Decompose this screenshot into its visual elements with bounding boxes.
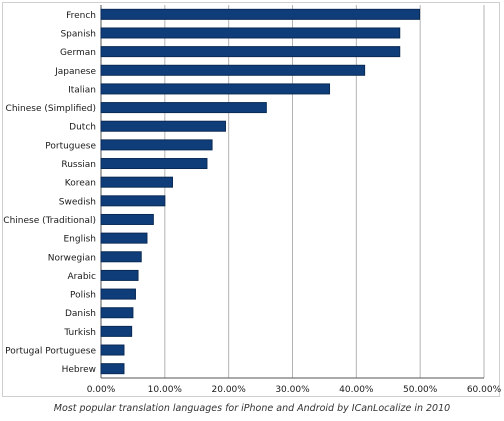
bar [100,176,173,188]
bar [100,288,136,300]
category-label: Polish [70,291,96,301]
category-label: Hebrew [62,365,96,375]
bar [100,344,125,356]
category-label: English [64,235,97,245]
category-label: Swedish [59,197,96,207]
bar [100,158,208,170]
bar [100,232,148,244]
bar [100,139,213,151]
category-label: Portugal Portuguese [5,347,96,357]
bar [100,8,421,20]
category-label: Portuguese [45,141,96,151]
category-label: Italian [68,85,96,95]
bar [100,195,166,207]
category-label: French [66,11,96,21]
bar-chart: 0.00% 10.00% 20.00% 30.00% 40.00% 50.00% 60.00… [3,5,502,395]
bar [100,307,134,319]
x-tick-label: 30.00% [275,385,310,395]
category-label: Arabic [67,272,96,282]
category-label: Danish [65,309,96,319]
bar [100,46,401,58]
bar [100,102,267,114]
bar [100,120,226,132]
category-label: Japanese [54,67,96,77]
chart-caption: Most popular translation languages for i… [53,403,451,414]
category-label: Turkish [63,328,96,338]
category-label: Chinese (Traditional) [3,216,96,226]
x-tick-label: 40.00% [339,385,374,395]
bar [100,83,331,95]
category-label: Dutch [69,123,96,133]
category-label: Norwegian [48,253,96,263]
x-tick-label: 50.00% [403,385,438,395]
category-label: Russian [61,160,96,170]
category-label: Spanish [60,29,96,39]
bar [100,27,401,39]
x-tick-label: 0.00% [87,385,116,395]
category-label: Korean [65,179,96,189]
bar [100,213,154,225]
bar [100,251,142,263]
bar [100,64,366,76]
x-tick-label: 60.00% [467,385,502,395]
bar [100,363,125,375]
bar [100,325,133,337]
category-label: Chinese (Simplified) [6,104,96,114]
bar [100,269,139,281]
category-label: German [60,48,96,58]
x-tick-label: 10.00% [148,385,183,395]
x-tick-label: 20.00% [212,385,247,395]
